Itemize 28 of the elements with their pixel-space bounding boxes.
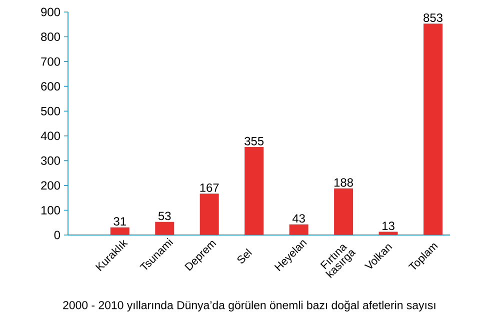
- y-tick-label: 900: [41, 8, 60, 16]
- bar: [155, 222, 174, 235]
- bar: [378, 232, 398, 235]
- y-tick-label: 700: [41, 57, 60, 66]
- bar: [110, 227, 130, 235]
- bar: [200, 194, 219, 235]
- bar: [424, 24, 443, 235]
- data-label: 31: [114, 217, 126, 226]
- bar: [334, 188, 354, 235]
- y-tick-label: 0: [54, 230, 60, 240]
- y-tick-label: 600: [41, 82, 60, 91]
- y-tick-label: 400: [40, 132, 60, 140]
- y-tick-label: 300: [41, 156, 60, 165]
- data-label: 53: [158, 212, 171, 220]
- text: 2000 - 2010 yıllarında Dünya’da görülen önemli bazı doğal afetlerin sayısı: [63, 300, 436, 312]
- y-tick-label: 100: [41, 206, 60, 214]
- bar: [244, 147, 264, 235]
- bar: [289, 224, 308, 235]
- data-label: 167: [200, 183, 219, 192]
- data-label: 188: [334, 178, 353, 187]
- data-label: 13: [382, 222, 394, 230]
- y-tick-label: 800: [41, 32, 60, 41]
- data-label: 853: [424, 13, 442, 22]
- x-tick-label: Sel: [237, 248, 252, 264]
- y-tick-label: 500: [41, 106, 60, 116]
- data-label: 355: [244, 136, 264, 146]
- y-tick-label: 200: [41, 181, 60, 190]
- data-label: 43: [292, 214, 305, 223]
